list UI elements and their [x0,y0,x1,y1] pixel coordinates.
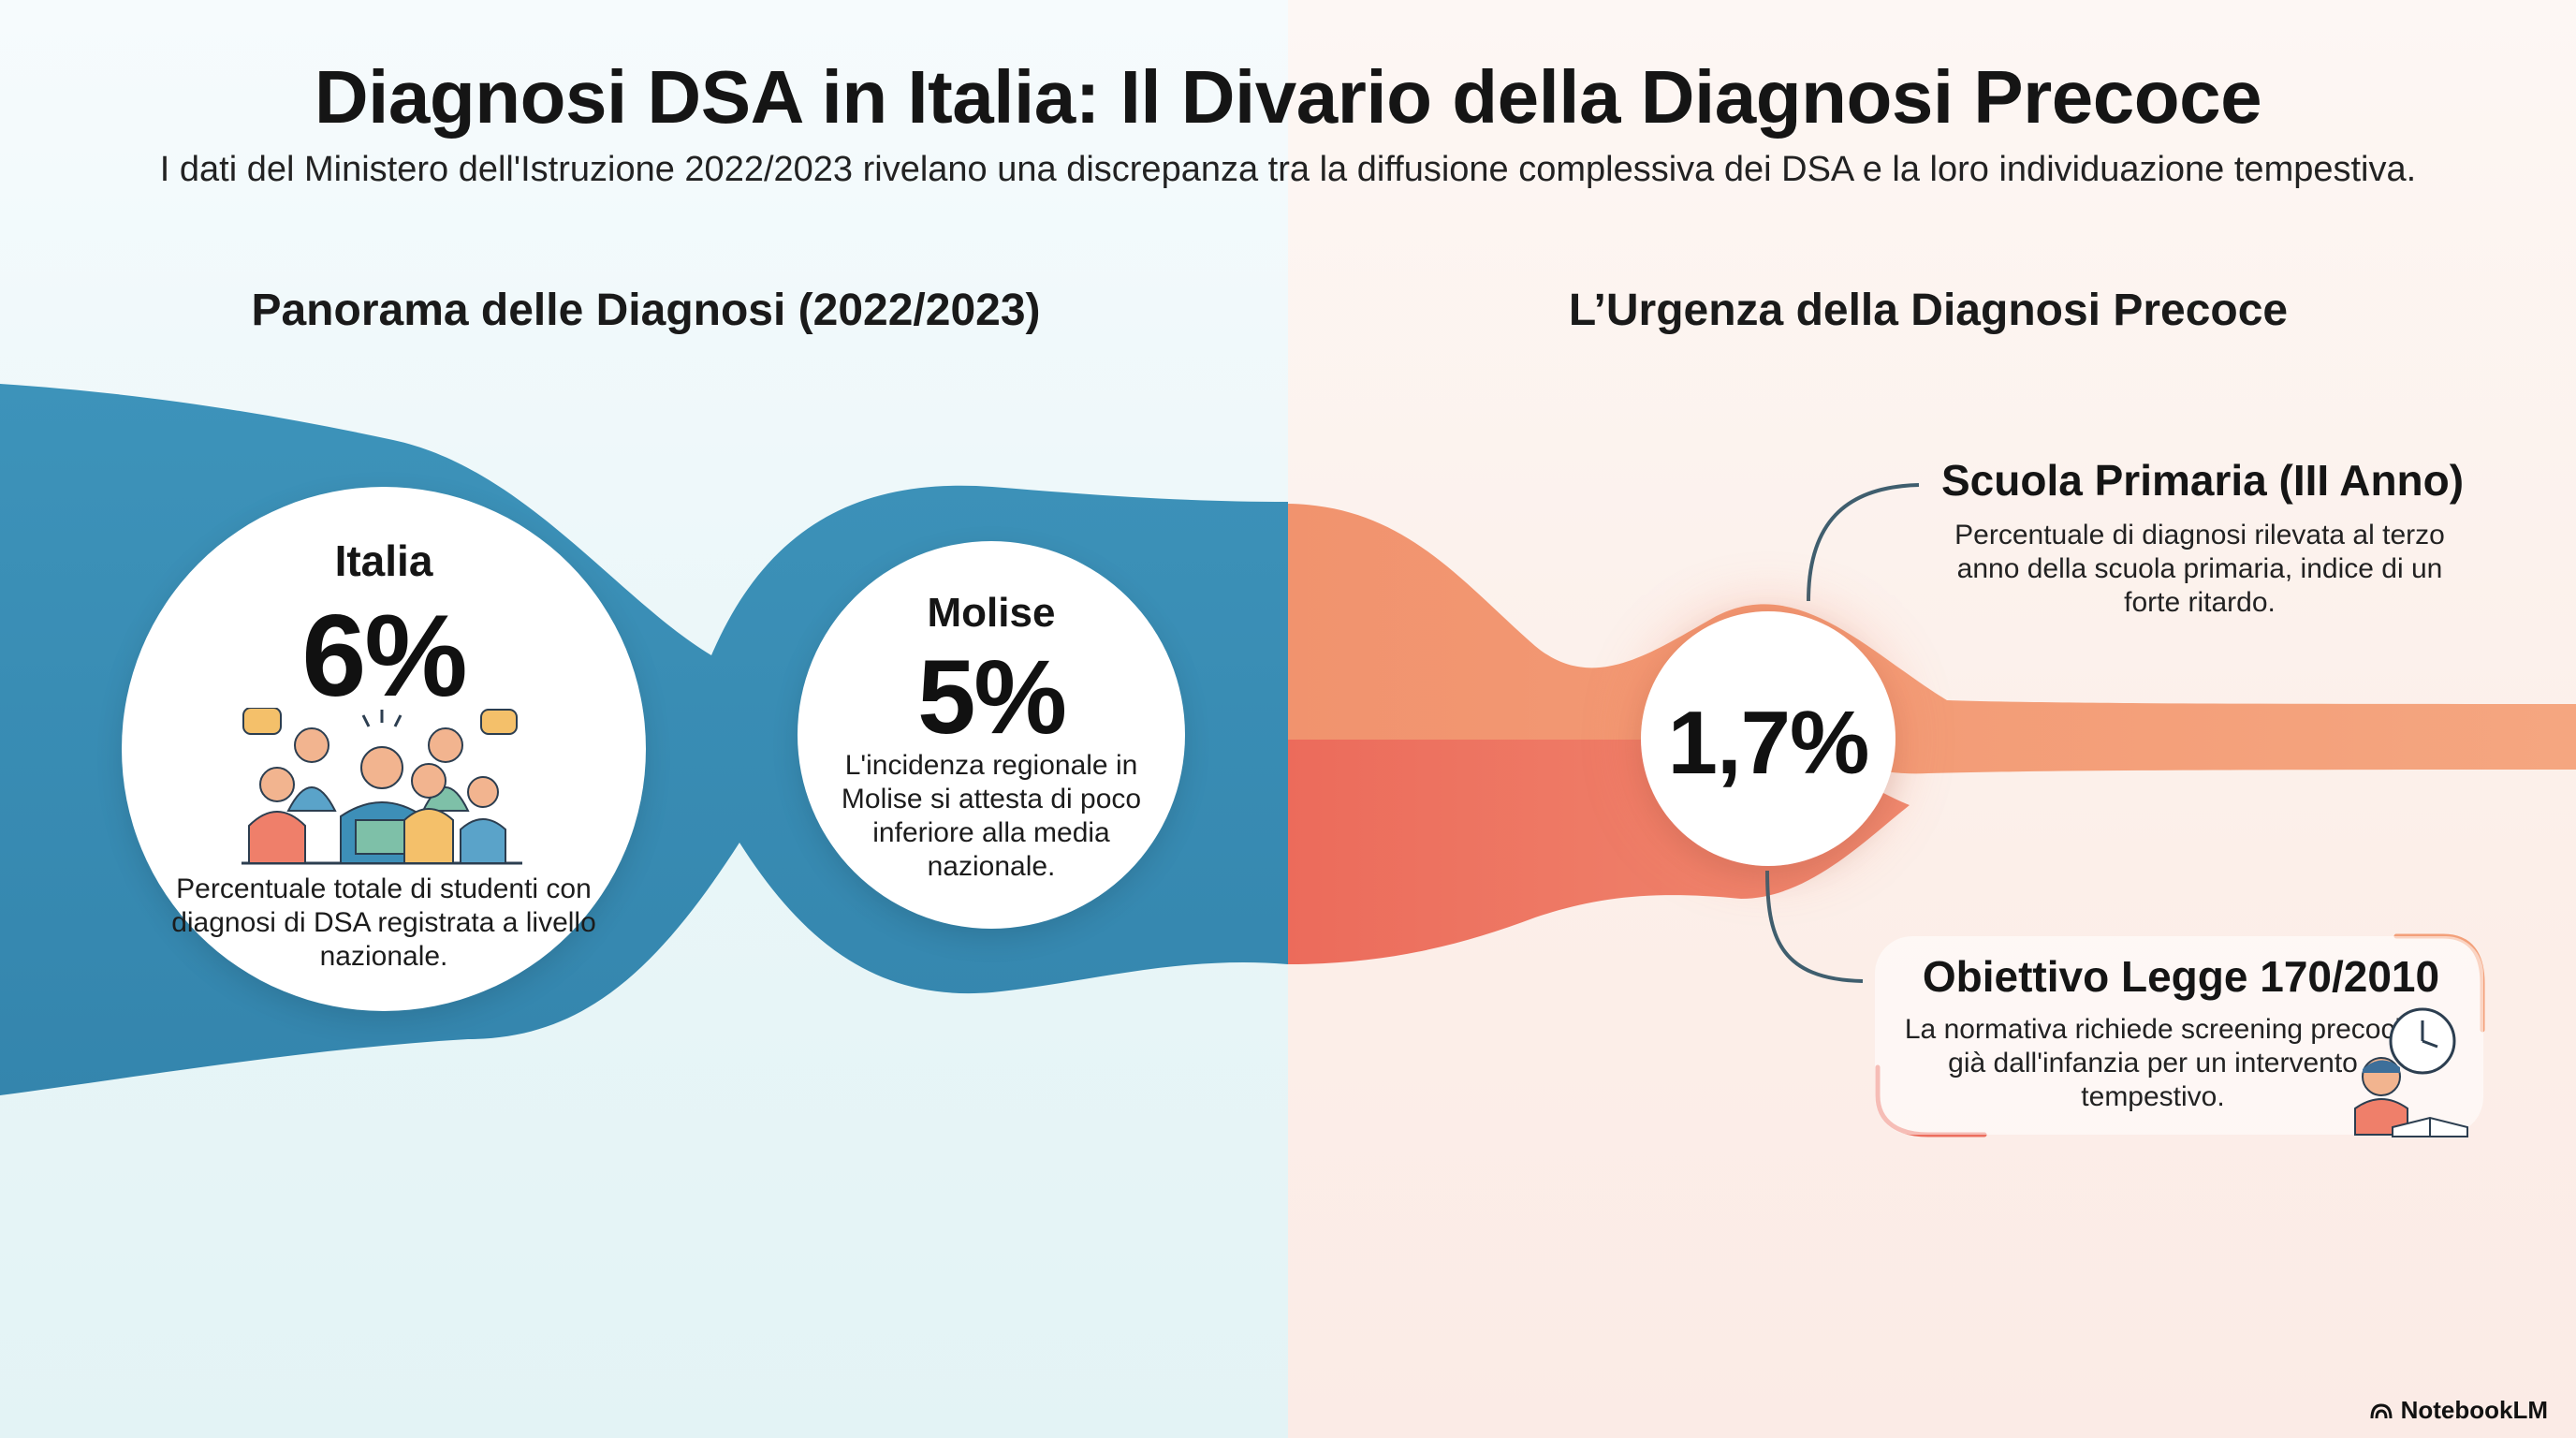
primaria-circle: 1,7% [1641,611,1895,866]
molise-percentage: 5% [917,638,1067,756]
italia-label: Italia [334,536,433,585]
child-clock-icon [2354,1007,2468,1137]
orange-flow-ribbon [1288,504,2576,774]
italia-percentage: 6% [301,592,467,721]
legge-title: Obiettivo Legge 170/2010 [1922,952,2440,1001]
scuola-primaria-description: Percentuale di diagnosi rilevata al terz… [1954,520,2445,618]
students-group-icon [242,708,522,865]
brand-name: NotebookLM [2400,1396,2548,1424]
italia-description: Percentuale totale di studenti con diagn… [171,873,596,972]
scuola-primaria-title: Scuola Primaria (III Anno) [1941,456,2465,505]
page-title: Diagnosi DSA in Italia: Il Divario della… [314,55,2262,139]
left-section-heading: Panorama delle Diagnosi (2022/2023) [251,286,1041,335]
italia-circle: Italia 6% Percentuale totale di studenti… [122,487,646,1011]
brand-logo: NotebookLM [2369,1396,2548,1425]
molise-label: Molise [927,590,1056,636]
legge-description: La normativa richiede screening precoci … [1904,1014,2402,1112]
right-section-heading: L’Urgenza della Diagnosi Precoce [1568,286,2289,335]
connector-line-legge [1765,870,1864,983]
connector-line-primaria [1807,483,1920,602]
primaria-percentage: 1,7% [1667,693,1870,793]
molise-circle: Molise 5% L'incidenza regionale in Molis… [798,541,1185,929]
notebooklm-logo-icon [2370,1402,2393,1418]
page-subtitle: I dati del Ministero dell'Istruzione 202… [159,150,2417,189]
molise-description: L'incidenza regionale in Molise si attes… [841,750,1142,882]
